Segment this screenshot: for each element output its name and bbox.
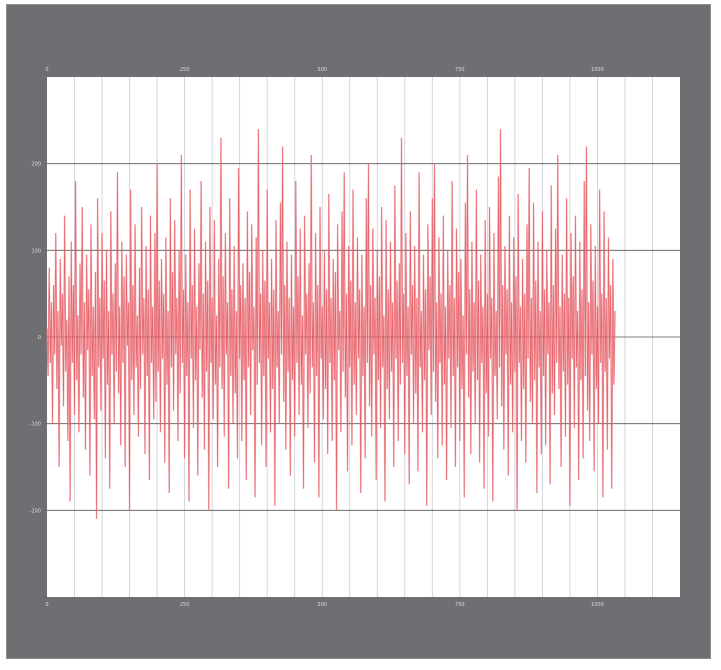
y-tick-label: 0 xyxy=(38,335,41,341)
x2-tick-label: 0 xyxy=(45,67,48,73)
x-tick-label: 500 xyxy=(317,602,327,608)
x2-tick-label: 250 xyxy=(180,67,190,73)
x-tick-label: 750 xyxy=(455,602,465,608)
x2-tick-label: 500 xyxy=(317,67,327,73)
x2-tick-label: 750 xyxy=(455,67,465,73)
x-tick-label: 0 xyxy=(45,602,48,608)
x-tick-label: 250 xyxy=(180,602,190,608)
y-tick-label: -100 xyxy=(30,422,41,428)
y-tick-label: -200 xyxy=(30,508,41,514)
x2-tick-label: 1000 xyxy=(591,67,604,73)
x-tick-label: 1000 xyxy=(591,602,604,608)
y-tick-label: 200 xyxy=(31,162,41,168)
y-tick-label: 100 xyxy=(31,248,41,254)
